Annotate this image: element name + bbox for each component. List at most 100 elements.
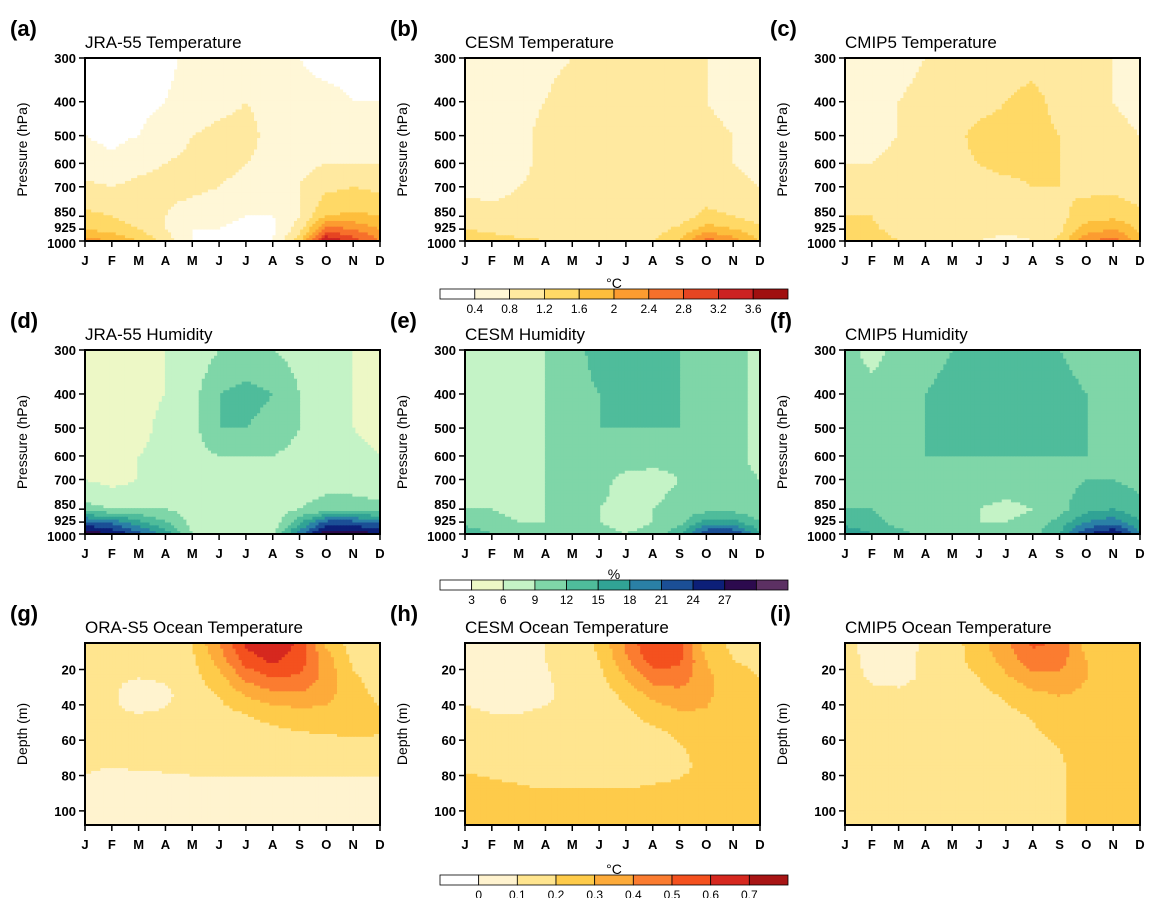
field-cell [183,180,187,185]
field-cell [180,109,184,113]
field-cell [309,146,313,151]
field-cell [94,126,98,131]
field-cell [330,100,335,105]
field-cell [161,195,166,199]
field-cell [250,66,255,71]
field-cell [290,100,295,105]
field-cell [201,66,206,71]
field-cell [207,183,212,188]
field-cell [88,149,92,153]
field-cell [100,86,105,91]
field-cell [223,192,227,196]
field-cell [180,132,184,136]
field-cell [340,72,344,76]
field-cell [118,129,123,133]
field-cell [134,146,138,151]
field-cell [115,69,120,73]
field-cell [171,109,175,113]
field-cell [177,186,181,191]
field-cell [174,83,178,88]
field-cell [272,100,277,105]
field-cell [272,175,277,179]
field-cell [238,66,243,71]
field-cell [312,163,317,168]
field-cell [300,160,304,165]
field-cell [376,172,380,176]
field-cell [146,172,151,176]
field-cell [115,180,120,185]
field-cell [244,180,249,185]
field-cell [85,66,89,71]
field-cell [355,115,360,119]
field-cell [109,120,114,125]
field-cell [121,163,126,168]
field-cell [207,152,212,156]
field-cell [183,175,187,179]
field-cell [106,183,111,188]
field-cell [290,135,295,139]
field-cell [143,169,148,173]
field-cell [88,132,92,136]
field-cell [247,78,252,82]
field-cell [164,58,169,62]
field-cell [281,186,286,191]
field-cell [161,86,166,91]
field-cell [241,195,246,199]
field-cell [260,172,264,176]
field-cell [346,86,350,91]
field-cell [300,158,304,162]
field-cell [297,135,301,139]
field-cell [88,118,92,122]
field-cell [336,92,341,96]
field-cell [367,72,372,76]
field-cell [155,69,160,73]
field-cell [272,89,277,93]
field-cell [232,103,237,108]
field-cell [244,169,249,173]
field-cell [303,89,307,93]
field-cell [124,189,129,193]
field-cell [321,69,326,73]
field-cell [112,160,117,165]
field-cell [333,172,338,176]
field-cell [146,106,151,111]
field-cell [346,186,350,191]
field-cell [278,69,283,73]
field-cell [137,160,141,165]
field-cell [115,135,120,139]
field-cell [235,163,240,168]
field-cell [376,186,380,191]
field-cell [174,120,178,125]
field-cell [361,138,366,142]
field-cell [333,152,338,156]
field-cell [340,118,344,122]
field-cell [201,186,206,191]
field-cell [281,140,286,145]
field-cell [214,160,218,165]
field-cell [278,129,283,133]
field-cell [210,106,215,111]
field-cell [207,118,212,122]
field-cell [336,180,341,185]
field-cell [149,126,154,131]
field-cell [115,186,120,191]
field-cell [266,89,270,93]
field-cell [367,152,372,156]
field-cell [189,118,194,122]
field-cell [88,183,92,188]
field-cell [155,143,160,148]
field-cell [254,195,258,199]
field-cell [137,169,141,173]
field-cell [88,198,92,202]
field-cell [121,86,126,91]
field-cell [124,203,129,208]
field-cell [85,192,89,196]
field-cell [155,155,160,159]
field-cell [241,189,246,193]
field-cell [201,106,206,111]
field-cell [315,140,320,145]
field-cell [118,198,123,202]
field-cell [137,78,141,82]
field-cell [275,172,280,176]
field-cell [112,100,117,105]
